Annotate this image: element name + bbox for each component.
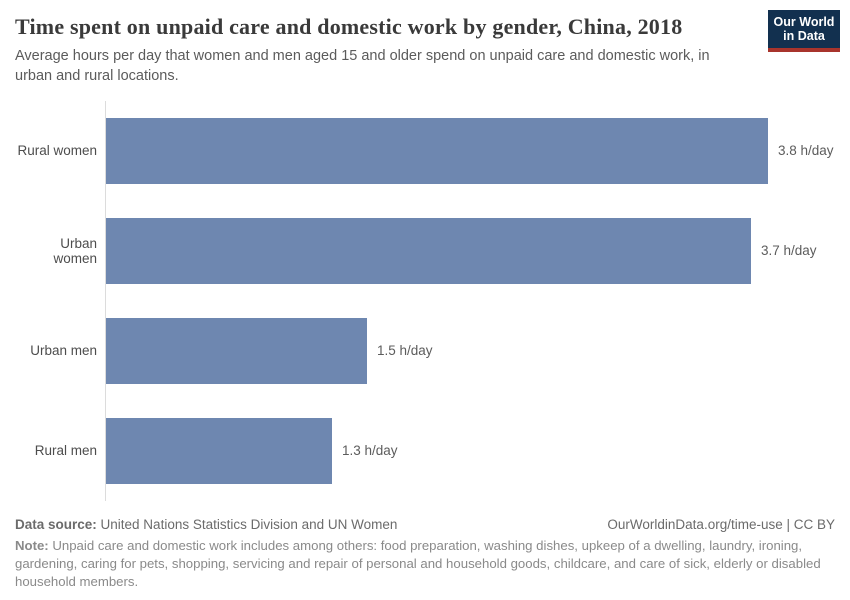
data-source-text: United Nations Statistics Division and U… — [96, 516, 398, 532]
chart-row: Rural men 1.3 h/day — [15, 401, 835, 501]
chart-subtitle: Average hours per day that women and men… — [15, 48, 710, 84]
owid-logo-line2: in Data — [783, 29, 825, 44]
attribution-link[interactable]: OurWorldinData.org/time-use | CC BY — [607, 516, 835, 532]
value-label: 1.3 h/day — [342, 443, 398, 459]
chart-note: Note: Unpaid care and domestic work incl… — [15, 537, 835, 592]
source-row: Data source: United Nations Statistics D… — [15, 517, 835, 532]
bar-urban-women[interactable] — [106, 217, 751, 284]
category-label: Urban men — [30, 343, 97, 359]
owid-logo-line1: Our World — [773, 15, 835, 29]
y-axis-line — [105, 100, 106, 501]
owid-logo[interactable]: Our World in Data — [768, 10, 840, 52]
value-label: 3.7 h/day — [761, 243, 817, 259]
chart-footer: Data source: United Nations Statistics D… — [15, 517, 835, 592]
bar-rural-men[interactable] — [106, 417, 332, 484]
chart-row: Urban women 3.7 h/day — [15, 201, 835, 301]
bar-chart: Rural women 3.8 h/day Urban women 3.7 h/day… — [15, 100, 835, 501]
chart-row: Urban men 1.5 h/day — [15, 301, 835, 401]
data-source-label: Data source: — [15, 516, 97, 532]
category-label: Rural men — [34, 443, 97, 459]
value-label: 1.5 h/day — [377, 343, 433, 359]
bar-rural-women[interactable] — [106, 117, 768, 184]
chart-row: Rural women 3.8 h/day — [15, 101, 835, 201]
value-label: 3.8 h/day — [778, 143, 834, 159]
bar-urban-men[interactable] — [106, 317, 367, 384]
category-label: Rural women — [17, 143, 97, 159]
category-label: Urban women — [53, 235, 97, 266]
chart-title: Time spent on unpaid care and domestic w… — [15, 14, 683, 39]
note-label: Note: — [15, 537, 49, 553]
data-source: Data source: United Nations Statistics D… — [15, 517, 397, 532]
note-text: Unpaid care and domestic work includes a… — [15, 537, 821, 590]
